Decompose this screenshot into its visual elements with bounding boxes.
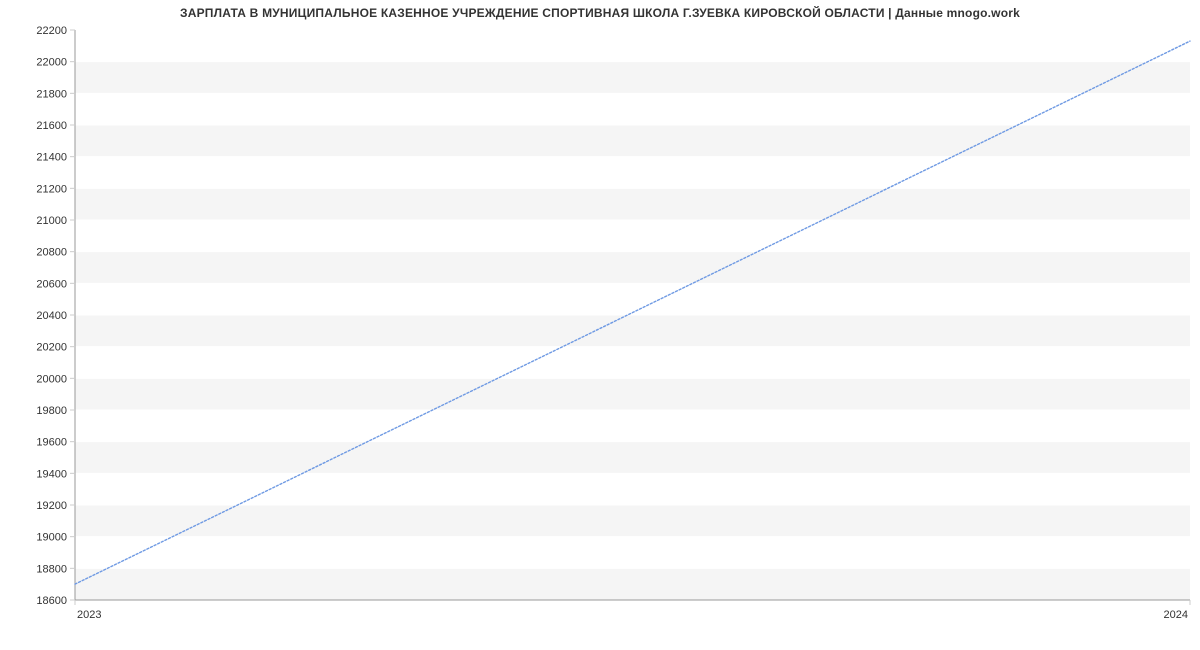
svg-text:18600: 18600 — [36, 595, 67, 607]
chart-title: ЗАРПЛАТА В МУНИЦИПАЛЬНОЕ КАЗЕННОЕ УЧРЕЖД… — [0, 6, 1200, 20]
svg-text:21400: 21400 — [36, 152, 67, 164]
svg-text:19600: 19600 — [36, 437, 67, 449]
svg-text:20200: 20200 — [36, 342, 67, 354]
svg-text:22200: 22200 — [36, 25, 67, 37]
svg-text:20000: 20000 — [36, 373, 67, 385]
svg-text:19000: 19000 — [36, 532, 67, 544]
salary-line-chart: ЗАРПЛАТА В МУНИЦИПАЛЬНОЕ КАЗЕННОЕ УЧРЕЖД… — [0, 0, 1200, 650]
svg-text:19200: 19200 — [36, 500, 67, 512]
svg-text:2024: 2024 — [1164, 609, 1188, 621]
svg-text:21600: 21600 — [36, 120, 67, 132]
svg-text:20400: 20400 — [36, 310, 67, 322]
svg-text:20600: 20600 — [36, 278, 67, 290]
svg-text:22000: 22000 — [36, 57, 67, 69]
svg-text:21800: 21800 — [36, 88, 67, 100]
svg-text:18800: 18800 — [36, 563, 67, 575]
svg-text:20800: 20800 — [36, 247, 67, 259]
svg-text:19400: 19400 — [36, 468, 67, 480]
svg-text:2023: 2023 — [77, 609, 101, 621]
chart-svg: 18600 18800 19000 19200 19400 19600 19800 20000… — [0, 0, 1200, 650]
svg-text:21000: 21000 — [36, 215, 67, 227]
svg-text:19800: 19800 — [36, 405, 67, 417]
svg-text:21200: 21200 — [36, 183, 67, 195]
